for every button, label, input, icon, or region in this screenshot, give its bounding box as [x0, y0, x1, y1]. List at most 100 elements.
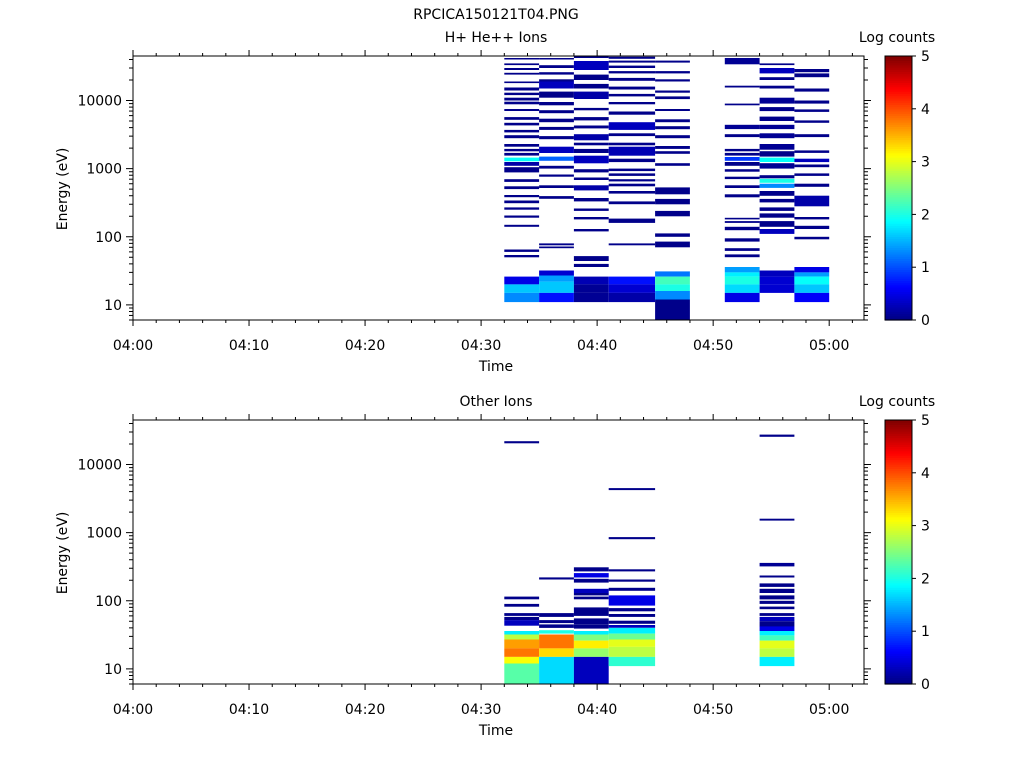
heatmap-cell	[759, 434, 795, 437]
colorbar-segment	[885, 591, 912, 595]
x-tick-label: 04:00	[113, 338, 153, 354]
colorbar-tick-label: 1	[921, 260, 930, 276]
colorbar-segment	[885, 295, 912, 299]
heatmap-cell	[539, 656, 574, 684]
heatmap-cell	[759, 198, 795, 203]
panel-other-ions: Other Ions Log counts Energy (eV) Time 0…	[55, 394, 935, 739]
heatmap-cell	[504, 663, 540, 684]
colorbar-segment	[885, 670, 912, 674]
colorbar-segment	[885, 563, 912, 566]
heatmap-cell	[539, 634, 574, 649]
heatmap-cell	[724, 162, 760, 166]
heatmap-cell	[504, 634, 540, 640]
heatmap-cell	[794, 109, 830, 112]
heatmap-cell	[504, 109, 540, 111]
x-tick-label: 04:30	[461, 702, 501, 718]
colorbar-segment	[885, 618, 912, 621]
colorbar-segment	[885, 278, 912, 281]
heatmap-cell	[608, 587, 656, 591]
heatmap-cell	[573, 107, 609, 111]
heatmap-cell	[504, 157, 540, 162]
heatmap-cell	[539, 243, 574, 246]
colorbar-segment	[885, 596, 912, 599]
heatmap-cell	[759, 631, 795, 636]
heatmap-cell	[573, 618, 609, 625]
colorbar-segment	[885, 194, 912, 198]
colorbar-segment	[885, 580, 912, 584]
plot-frame	[132, 55, 865, 321]
colorbar-segment	[885, 503, 912, 507]
colorbar-tick-label: 4	[921, 102, 930, 118]
y-tick-label: 10000	[77, 94, 122, 110]
heatmap-cell	[794, 120, 830, 123]
heatmap-cell	[655, 299, 690, 320]
colorbar-tick-label: 5	[921, 413, 930, 429]
heatmap-cell	[608, 111, 656, 115]
heatmap-cell	[608, 646, 656, 657]
colorbar-segment	[885, 516, 912, 520]
heatmap-cell	[504, 72, 540, 75]
colorbar-segment	[885, 104, 912, 108]
colorbar-segment	[885, 615, 912, 619]
colorbar-segment	[885, 459, 912, 463]
heatmap-cell	[759, 213, 795, 218]
colorbar-segment	[885, 300, 912, 303]
colorbar-segment	[885, 179, 912, 182]
heatmap-cell	[539, 156, 574, 161]
colorbar-segment	[885, 62, 912, 66]
colorbar-segment	[885, 212, 912, 215]
colorbar-segment	[885, 218, 912, 222]
colorbar-segment	[885, 276, 912, 279]
heatmap-cell	[539, 79, 574, 82]
y-tick-label: 10	[104, 662, 122, 678]
colorbar-segment	[885, 556, 912, 560]
colorbar-segment	[885, 497, 912, 500]
colorbar-segment	[885, 547, 912, 551]
colorbar-segment	[885, 585, 912, 588]
heatmap-cell	[759, 562, 795, 567]
heatmap-cell	[539, 620, 574, 624]
heatmap-cell	[504, 215, 540, 218]
colorbar-segment	[885, 282, 912, 286]
x-tick-label: 04:00	[113, 702, 153, 718]
heatmap-cell	[504, 162, 540, 166]
colorbar-segment	[885, 124, 912, 127]
colorbar-segment	[885, 444, 912, 447]
colorbar-segment	[885, 448, 912, 452]
y-tick-label: 10000	[77, 458, 122, 474]
colorbar-segment	[885, 234, 912, 237]
heatmap-cell	[573, 61, 609, 70]
colorbar-segment	[885, 492, 912, 496]
heatmap-cell	[573, 208, 609, 211]
heatmap-cell	[794, 284, 830, 293]
heatmap-cell	[573, 596, 609, 600]
colorbar-segment	[885, 510, 912, 513]
colorbar-segment	[885, 593, 912, 597]
colorbar-tick-label: 5	[921, 49, 930, 65]
x-axis-label: Time	[478, 723, 513, 739]
heatmap-cell	[539, 174, 574, 177]
heatmap-cell	[794, 272, 830, 277]
heatmap-cell	[573, 134, 609, 141]
heatmap-cell	[608, 639, 656, 647]
heatmap-cell	[724, 185, 760, 188]
heatmap-cell	[759, 133, 795, 139]
heatmap-cell	[539, 185, 574, 188]
colorbar-tick-label: 0	[921, 313, 930, 329]
colorbar-segment	[885, 298, 912, 301]
colorbar-segment	[885, 309, 912, 312]
heatmap-cell	[655, 210, 690, 217]
heatmap-cell	[573, 276, 609, 285]
colorbar-segment	[885, 130, 912, 134]
colorbar-segment	[885, 589, 912, 593]
heatmap-cell	[759, 518, 795, 521]
heatmap-cell	[724, 284, 760, 293]
colorbar-segment	[885, 644, 912, 648]
x-tick-label: 04:40	[577, 338, 617, 354]
colorbar-segment	[885, 192, 912, 196]
colorbar-segment	[885, 106, 912, 110]
heatmap-cell	[608, 579, 656, 582]
colorbar-segment	[885, 135, 912, 138]
heatmap-cell	[608, 488, 656, 491]
colorbar-segment	[885, 512, 912, 516]
